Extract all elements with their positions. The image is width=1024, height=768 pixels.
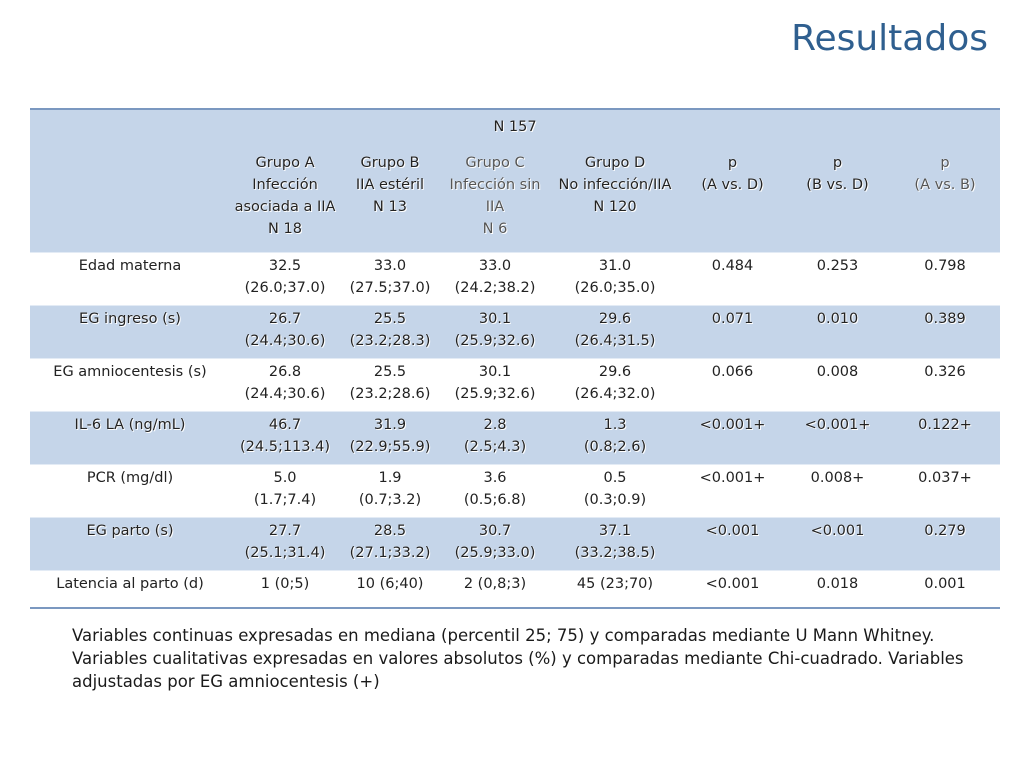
table-row: PCR (mg/dl) 5.0 (1.7;7.4) 1.9 (0.7;3.2) 3.6 (0… bbox=[30, 464, 1001, 518]
table-cell: 32.5 (26.0;37.0) bbox=[230, 252, 340, 306]
table-cell: 33.0 (27.5;37.0) bbox=[340, 252, 440, 306]
table-cell: 0.253 bbox=[785, 252, 890, 306]
row-label: EG ingreso (s) bbox=[30, 305, 230, 359]
table-cell: 0.018 bbox=[785, 570, 890, 609]
row-label: EG amniocentesis (s) bbox=[30, 358, 230, 412]
table-cell: 10 (6;40) bbox=[340, 570, 440, 609]
table-row: Latencia al parto (d) 1 (0;5) 10 (6;40) 2 (… bbox=[30, 570, 1001, 609]
footnote-text: Variables continuas expresadas en median… bbox=[72, 626, 964, 691]
table-cell: 31.0 (26.0;35.0) bbox=[550, 252, 680, 306]
table-cell: 37.1 (33.2;38.5) bbox=[550, 517, 680, 571]
table-cell: 31.9 (22.9;55.9) bbox=[340, 411, 440, 465]
table-cell: 0.008+ bbox=[785, 464, 890, 518]
row-label: EG parto (s) bbox=[30, 517, 230, 571]
table-cell: 29.6 (26.4;32.0) bbox=[550, 358, 680, 412]
table-cell: 0.008 bbox=[785, 358, 890, 412]
table-cell: 1 (0;5) bbox=[230, 570, 340, 609]
table-cell: 0.389 bbox=[890, 305, 1001, 359]
group-header-row: Grupo A Infección asociada a IIA N 18 Grupo… bbox=[30, 152, 1001, 253]
table-cell: 0.037+ bbox=[890, 464, 1001, 518]
table-cell: <0.001 bbox=[680, 570, 785, 609]
table-cell: 0.001 bbox=[890, 570, 1001, 609]
table-cell: 27.7 (25.1;31.4) bbox=[230, 517, 340, 571]
p-a-vs-d-header: p (A vs. D) bbox=[680, 152, 785, 253]
table-cell: <0.001+ bbox=[785, 411, 890, 465]
table-cell: 0.122+ bbox=[890, 411, 1001, 465]
results-table-container: N 157 Grupo A Infección asociada a IIA N 1… bbox=[30, 108, 1001, 609]
table-cell: 30.7 (25.9;33.0) bbox=[440, 517, 550, 571]
p-a-vs-b-header: p (A vs. B) bbox=[890, 152, 1001, 253]
row-label: Edad materna bbox=[30, 252, 230, 306]
table-cell: 28.5 (27.1;33.2) bbox=[340, 517, 440, 571]
table-cell: 0.071 bbox=[680, 305, 785, 359]
group-b-header: Grupo B IIA estéril N 13 bbox=[340, 152, 440, 253]
table-cell: 2.8 (2.5;4.3) bbox=[440, 411, 550, 465]
row-label-header bbox=[30, 152, 230, 253]
table-row: EG parto (s) 27.7 (25.1;31.4) 28.5 (27.1;33.… bbox=[30, 517, 1001, 571]
table-row: EG ingreso (s) 26.7 (24.4;30.6) 25.5 (23.2;2… bbox=[30, 305, 1001, 359]
table-cell: <0.001+ bbox=[680, 411, 785, 465]
table-cell: 30.1 (25.9;32.6) bbox=[440, 358, 550, 412]
p-b-vs-d-header: p (B vs. D) bbox=[785, 152, 890, 253]
table-cell: 45 (23;70) bbox=[550, 570, 680, 609]
table-cell: 33.0 (24.2;38.2) bbox=[440, 252, 550, 306]
table-row: IL-6 LA (ng/mL) 46.7 (24.5;113.4) 31.9 (22.9… bbox=[30, 411, 1001, 465]
table-cell: 0.066 bbox=[680, 358, 785, 412]
table-cell: 5.0 (1.7;7.4) bbox=[230, 464, 340, 518]
table-cell: <0.001 bbox=[785, 517, 890, 571]
table-cell: 0.798 bbox=[890, 252, 1001, 306]
table-body: Edad materna 32.5 (26.0;37.0) 33.0 (27.5;37.… bbox=[30, 252, 1001, 609]
row-label: Latencia al parto (d) bbox=[30, 570, 230, 609]
group-d-header: Grupo D No infección/IIA N 120 bbox=[550, 152, 680, 253]
row-label: IL-6 LA (ng/mL) bbox=[30, 411, 230, 465]
table-cell: <0.001+ bbox=[680, 464, 785, 518]
group-c-header: Grupo C Infección sin IIA N 6 bbox=[440, 152, 550, 253]
table-cell: 0.5 (0.3;0.9) bbox=[550, 464, 680, 518]
group-a-header: Grupo A Infección asociada a IIA N 18 bbox=[230, 152, 340, 253]
table-cell: 29.6 (26.4;31.5) bbox=[550, 305, 680, 359]
slide-title: Resultados bbox=[791, 18, 988, 59]
table-cell: 26.8 (24.4;30.6) bbox=[230, 358, 340, 412]
footnote: Variables continuas expresadas en median… bbox=[72, 624, 972, 693]
table-cell: 25.5 (23.2;28.6) bbox=[340, 358, 440, 412]
table-cell: 2 (0,8;3) bbox=[440, 570, 550, 609]
table-cell: 26.7 (24.4;30.6) bbox=[230, 305, 340, 359]
table-cell: 3.6 (0.5;6.8) bbox=[440, 464, 550, 518]
table-cell: 0.484 bbox=[680, 252, 785, 306]
table-cell: <0.001 bbox=[680, 517, 785, 571]
table-cell: 25.5 (23.2;28.3) bbox=[340, 305, 440, 359]
table-row: Edad materna 32.5 (26.0;37.0) 33.0 (27.5;37.… bbox=[30, 252, 1001, 306]
table-cell: 0.326 bbox=[890, 358, 1001, 412]
row-label: PCR (mg/dl) bbox=[30, 464, 230, 518]
table-cell: 1.3 (0.8;2.6) bbox=[550, 411, 680, 465]
results-table: N 157 Grupo A Infección asociada a IIA N 1… bbox=[30, 108, 1001, 609]
table-cell: 30.1 (25.9;32.6) bbox=[440, 305, 550, 359]
table-cell: 0.279 bbox=[890, 517, 1001, 571]
table-cell: 1.9 (0.7;3.2) bbox=[340, 464, 440, 518]
table-row: EG amniocentesis (s) 26.8 (24.4;30.6) 25.5(… bbox=[30, 358, 1001, 412]
table-cell: 0.010 bbox=[785, 305, 890, 359]
total-n-header: N 157 bbox=[30, 108, 1001, 152]
table-cell: 46.7 (24.5;113.4) bbox=[230, 411, 340, 465]
